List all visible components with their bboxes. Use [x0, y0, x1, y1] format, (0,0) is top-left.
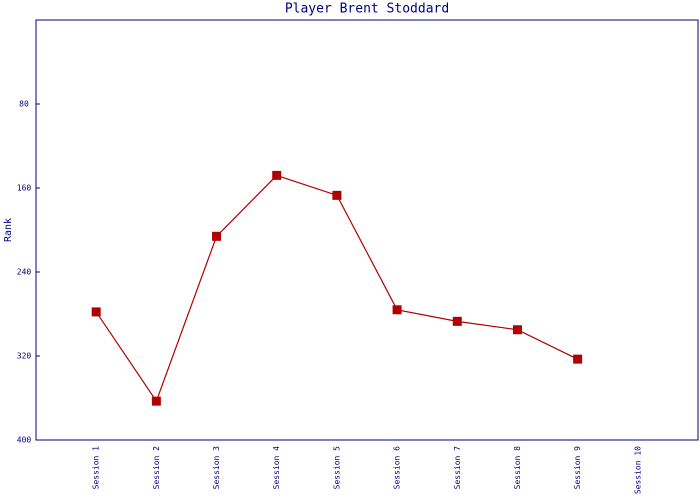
- y-tick-label: 160: [17, 184, 32, 193]
- data-line: [95, 174, 578, 403]
- plot-frame: [35, 19, 699, 441]
- data-point: [91, 307, 101, 317]
- data-point: [151, 396, 161, 406]
- x-tick-label: Session 2: [152, 446, 161, 490]
- data-point: [212, 231, 222, 241]
- data-point: [512, 325, 522, 335]
- x-tick-label: Session 7: [453, 446, 462, 490]
- x-tick-label: Session 9: [573, 446, 582, 490]
- data-point: [272, 170, 282, 180]
- x-tick-label: Session 3: [212, 446, 221, 490]
- x-tick-label: Session 6: [393, 446, 402, 490]
- x-tick-label: Session 1: [92, 446, 101, 490]
- x-tick-label: Session 4: [272, 446, 281, 490]
- y-tick-label: 320: [17, 352, 32, 361]
- data-point: [452, 316, 462, 326]
- x-tick-label: Session 8: [513, 446, 522, 490]
- y-tick-label: 400: [17, 436, 32, 445]
- data-point: [332, 190, 342, 200]
- y-tick-label: 80: [19, 100, 29, 109]
- data-point: [573, 354, 583, 364]
- y-axis-label: Rank: [3, 218, 14, 242]
- chart-title: Player Brent Stoddard: [285, 2, 449, 17]
- y-tick-label: 240: [17, 268, 32, 277]
- data-point: [392, 305, 402, 315]
- x-tick-label: Session 10: [633, 446, 642, 494]
- x-tick-label: Session 5: [332, 446, 341, 490]
